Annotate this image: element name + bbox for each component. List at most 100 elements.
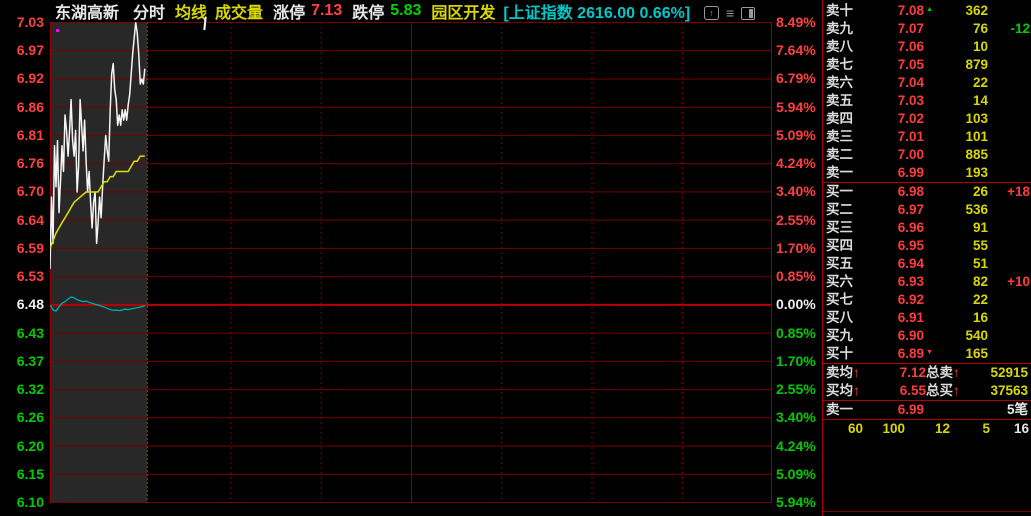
percent-tick-label: 5.94% bbox=[776, 99, 816, 115]
ask-level-label: 卖一 bbox=[826, 165, 853, 180]
ask-row[interactable]: 卖七 7.05 879 bbox=[823, 56, 1031, 74]
bid-volume: 165 bbox=[965, 346, 988, 361]
bid-row[interactable]: 买六 6.93 82 +10 bbox=[823, 273, 1031, 291]
intraday-chart[interactable] bbox=[50, 22, 772, 503]
ask-price: 7.03 bbox=[897, 93, 924, 108]
ask-row[interactable]: 卖一 6.99 193 bbox=[823, 164, 1031, 182]
price-tick-label: 6.59 bbox=[16, 240, 44, 256]
chart-header: 东湖高新 分时 均线 成交量 涨停 7.13 跌停 5.83 园区开发 [上证指… bbox=[55, 1, 691, 22]
ask-row[interactable]: 卖九 7.07 76 -12 bbox=[823, 20, 1031, 38]
ask-level-label: 卖八 bbox=[826, 39, 853, 54]
ask-row[interactable]: 卖六 7.04 22 bbox=[823, 74, 1031, 92]
percent-tick-label: 2.55% bbox=[776, 212, 816, 228]
bid-row[interactable]: 买八 6.91 16 bbox=[823, 309, 1031, 327]
last-trade-row[interactable]: 卖一 6.99 5笔 bbox=[823, 401, 1031, 419]
ask-volume: 885 bbox=[965, 147, 988, 162]
ask-price: 7.04 bbox=[897, 75, 924, 90]
percent-tick-label: 1.70% bbox=[776, 240, 816, 256]
queue-scroll-icon[interactable]: ▲ bbox=[926, 6, 933, 13]
last-trade-price: 6.99 bbox=[897, 402, 924, 417]
tab-minute-chart[interactable]: 分时 bbox=[133, 5, 166, 22]
sector-link[interactable]: 园区开发 bbox=[431, 5, 496, 22]
ask-queue: 卖十 7.08 ▲ 362 卖九 7.07 76 -12 卖八 7.06 10 bbox=[823, 2, 1031, 182]
tab-volume[interactable]: 成交量 bbox=[215, 5, 264, 22]
bid-row[interactable]: 买四 6.95 55 bbox=[823, 237, 1031, 255]
bid-level-label: 买十 bbox=[826, 346, 853, 361]
percent-tick-label: 5.09% bbox=[776, 466, 816, 482]
ask-avg-value: 7.12 bbox=[899, 365, 926, 380]
price-tick-label: 6.70 bbox=[16, 183, 44, 199]
bid-row[interactable]: 买九 6.90 540 bbox=[823, 327, 1031, 345]
tick-volume: 5 bbox=[982, 421, 990, 436]
bid-volume: 536 bbox=[965, 202, 988, 217]
bid-volume: 55 bbox=[972, 238, 988, 253]
ask-volume: 193 bbox=[965, 165, 988, 180]
ask-volume: 76 bbox=[972, 21, 988, 36]
limit-up-value: 7.13 bbox=[311, 2, 343, 19]
tab-average-line[interactable]: 均线 bbox=[175, 5, 208, 22]
queue-scroll-icon[interactable]: ▼ bbox=[926, 349, 933, 356]
percent-tick-label: 1.70% bbox=[776, 353, 816, 369]
up-arrow-icon: ↑ bbox=[953, 383, 960, 398]
percent-tick-label: 6.79% bbox=[776, 70, 816, 86]
bid-delta bbox=[988, 219, 1031, 237]
tick-volume: 100 bbox=[882, 421, 905, 436]
bid-row[interactable]: 买二 6.97 536 bbox=[823, 201, 1031, 219]
ask-row[interactable]: 卖二 7.00 885 bbox=[823, 146, 1031, 164]
ask-level-label: 卖三 bbox=[826, 129, 853, 144]
ask-row[interactable]: 卖五 7.03 14 bbox=[823, 92, 1031, 110]
bid-row[interactable]: 买十 6.89 ▼ 165 bbox=[823, 345, 1031, 363]
price-tick-label: 6.86 bbox=[16, 99, 44, 115]
percent-tick-label: 7.64% bbox=[776, 42, 816, 58]
bid-price: 6.97 bbox=[897, 202, 924, 217]
bid-level-label: 买九 bbox=[826, 328, 853, 343]
bid-volume: 51 bbox=[972, 256, 988, 271]
averages-summary: 卖均↑ 7.12 总卖↑ 52915 买均↑ 6.55 总买↑ 37563 bbox=[823, 363, 1031, 401]
ask-volume: 101 bbox=[965, 129, 988, 144]
price-tick-label: 6.92 bbox=[16, 70, 44, 86]
bid-row[interactable]: 买三 6.96 91 bbox=[823, 219, 1031, 237]
ask-price: 7.06 bbox=[897, 39, 924, 54]
bid-delta bbox=[988, 309, 1031, 327]
order-book-panel: 卖十 7.08 ▲ 362 卖九 7.07 76 -12 卖八 7.06 10 bbox=[822, 0, 1031, 516]
ask-delta bbox=[988, 38, 1031, 56]
percent-tick-label: 0.85% bbox=[776, 325, 816, 341]
ask-level-label: 卖七 bbox=[826, 57, 853, 72]
ask-row[interactable]: 卖十 7.08 ▲ 362 bbox=[823, 2, 1031, 20]
ask-level-label: 卖十 bbox=[826, 3, 853, 18]
ask-row[interactable]: 卖四 7.02 103 bbox=[823, 110, 1031, 128]
ask-volume: 14 bbox=[972, 93, 988, 108]
price-tick-label: 6.10 bbox=[16, 494, 44, 510]
bid-delta bbox=[988, 255, 1031, 273]
percent-tick-label: 3.40% bbox=[776, 409, 816, 425]
bid-row[interactable]: 买一 6.98 26 +18 bbox=[823, 183, 1031, 201]
layout-icon[interactable] bbox=[741, 6, 756, 20]
ask-volume: 10 bbox=[972, 39, 988, 54]
price-tick-label: 6.20 bbox=[16, 438, 44, 454]
ask-summary-row: 卖均↑ 7.12 总卖↑ 52915 bbox=[823, 364, 1031, 382]
ask-volume: 362 bbox=[965, 3, 988, 18]
percent-tick-label: 3.40% bbox=[776, 183, 816, 199]
tick-volume-row[interactable]: 60 100 12 5 16 bbox=[823, 420, 1031, 438]
index_pct-line bbox=[50, 296, 146, 312]
ask-delta bbox=[988, 92, 1031, 110]
ask-volume: 22 bbox=[972, 75, 988, 90]
last-trade-label: 卖一 bbox=[826, 402, 853, 417]
bid-row[interactable]: 买七 6.92 22 bbox=[823, 291, 1031, 309]
ask-level-label: 卖四 bbox=[826, 111, 853, 126]
bid-price: 6.92 bbox=[897, 292, 924, 307]
average-line bbox=[50, 155, 145, 249]
bid-volume: 540 bbox=[965, 328, 988, 343]
limit-up-label: 涨停 bbox=[273, 5, 306, 22]
percent-tick-label: 8.49% bbox=[776, 14, 816, 30]
menu-icon[interactable]: ≡ bbox=[726, 5, 735, 21]
limit-down-label: 跌停 bbox=[352, 5, 385, 22]
bid-row[interactable]: 买五 6.94 51 bbox=[823, 255, 1031, 273]
dotted-divider bbox=[823, 419, 1031, 420]
ask-row[interactable]: 卖三 7.01 101 bbox=[823, 128, 1031, 146]
top-circle-icon[interactable]: ↑ bbox=[704, 6, 719, 20]
bid-level-label: 买七 bbox=[826, 292, 853, 307]
bid-price: 6.98 bbox=[897, 184, 924, 199]
index-quote[interactable]: [上证指数 2616.00 0.66%] bbox=[503, 5, 691, 22]
ask-row[interactable]: 卖八 7.06 10 bbox=[823, 38, 1031, 56]
